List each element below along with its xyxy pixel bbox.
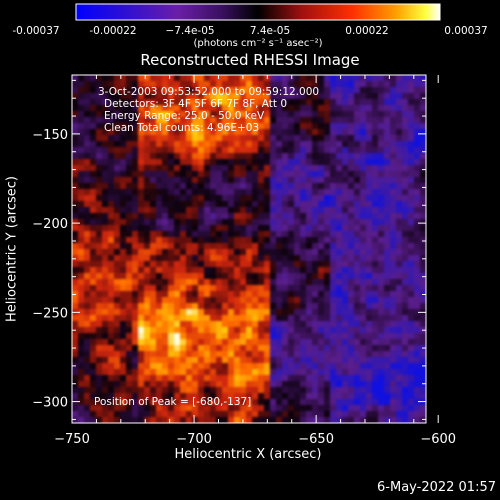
colorbar-tick-label: −7.4e-05: [165, 25, 215, 37]
render-timestamp: 6-May-2022 01:57: [377, 480, 496, 495]
colorbar-tick-label: 0.00022: [345, 25, 389, 37]
plot-frame: [71, 74, 427, 424]
x-tick-label: −600: [420, 432, 456, 447]
y-tick-label: −150: [32, 128, 68, 143]
colorbar: [75, 3, 441, 21]
x-axis-label: Heliocentric X (arcsec): [174, 447, 322, 462]
chart-title: Reconstructed RHESSI Image: [140, 51, 360, 69]
x-tick-label: −650: [298, 432, 334, 447]
x-tick-label: −700: [176, 432, 212, 447]
info-line: Clean Total counts: 4.96E+03: [104, 122, 260, 134]
info-line: Energy Range: 25.0 - 50.0 keV: [104, 110, 265, 122]
colorbar-gradient: [75, 3, 441, 21]
info-line: Detectors: 3F 4F 5F 6F 7F 8F, Att 0: [104, 98, 288, 110]
peak-position-label: Position of Peak = [-680,-137]: [94, 396, 252, 408]
colorbar-tick-label: 7.4e-05: [249, 25, 291, 37]
colorbar-units: (photons cm⁻² s⁻¹ asec⁻²): [193, 38, 323, 49]
y-axis-label: Heliocentric Y (arcsec): [4, 176, 20, 322]
x-tick-label: −750: [54, 432, 90, 447]
colorbar-tick-label: -0.00037: [12, 25, 60, 37]
heatmap-image: [72, 75, 426, 423]
y-tick-label: −200: [32, 217, 68, 232]
colorbar-tick-label: 0.00037: [444, 25, 488, 37]
info-line: 3-Oct-2003 09:53:52.000 to 09:59:12.000: [98, 86, 320, 98]
colorbar-tick-label: -0.00022: [89, 25, 137, 37]
y-tick-label: −250: [32, 306, 68, 321]
y-tick-label: −300: [32, 396, 68, 411]
